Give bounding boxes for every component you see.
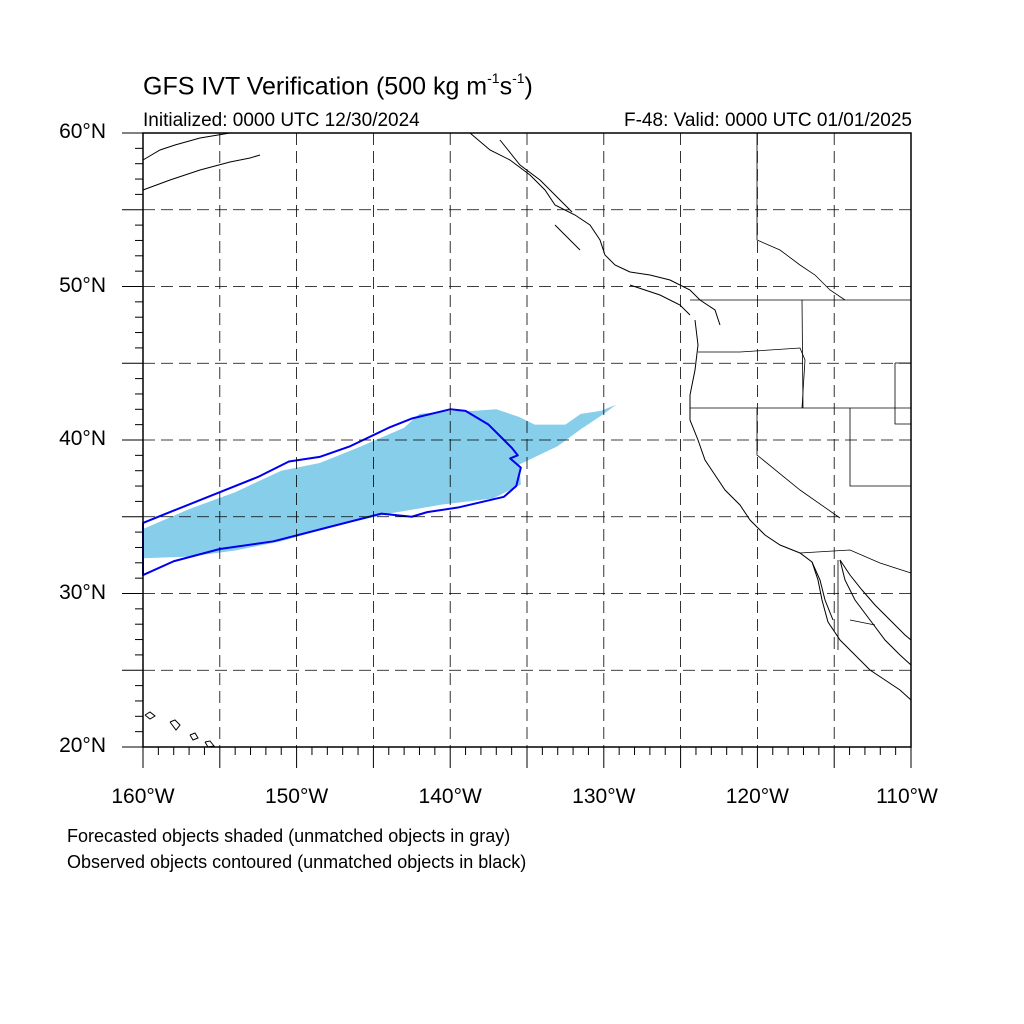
longitude-label: 110°W xyxy=(876,785,938,808)
political-border xyxy=(894,363,911,425)
coastline-segment xyxy=(204,740,215,748)
title-close-paren: ) xyxy=(524,72,533,101)
political-border xyxy=(849,619,876,626)
coastline-segment xyxy=(189,732,199,741)
map-frame xyxy=(142,132,912,748)
latitude-label: 30°N xyxy=(59,580,106,604)
coastline-segment xyxy=(554,224,581,251)
footnote-forecast: Forecasted objects shaded (unmatched obj… xyxy=(67,826,511,846)
coastline-segment xyxy=(142,154,261,191)
coastline-segment xyxy=(839,559,912,641)
coastline-segment xyxy=(469,132,631,273)
coastline-segment xyxy=(499,139,573,213)
coastline-segment xyxy=(144,711,156,720)
coastline-segment xyxy=(689,319,834,621)
valid-time: F-48: Valid: 0000 UTC 01/01/2025 xyxy=(624,110,912,131)
map-title: GFS IVT Verification (500 kg m-1s-1) xyxy=(143,70,533,101)
longitude-label: 130°W xyxy=(572,785,636,808)
longitude-label: 140°W xyxy=(418,785,482,808)
title-exponent-2: -1 xyxy=(512,70,525,86)
latitude-label: 50°N xyxy=(59,273,106,297)
latitude-label: 40°N xyxy=(59,427,106,450)
political-border xyxy=(756,408,841,519)
political-border xyxy=(849,408,911,487)
forecast-object-shading xyxy=(143,404,617,559)
longitude-label: 160°W xyxy=(111,785,175,808)
coastlines xyxy=(142,132,912,748)
footnote-observed: Observed objects contoured (unmatched ob… xyxy=(67,852,527,872)
political-border xyxy=(801,299,804,409)
coastline-segment xyxy=(142,132,231,161)
coastline-segment xyxy=(839,559,912,666)
longitude-label: 120°W xyxy=(725,785,790,808)
longitude-label: 150°W xyxy=(264,785,329,808)
coastline-segment xyxy=(169,719,181,731)
political-border xyxy=(698,347,806,409)
latitude-label: 20°N xyxy=(59,734,106,757)
graticule xyxy=(142,132,912,748)
initialized-time: Initialized: 0000 UTC 12/30/2024 xyxy=(143,110,420,131)
axis-ticks xyxy=(122,132,912,768)
coastline-segment xyxy=(629,271,721,326)
latitude-label: 60°N xyxy=(59,120,106,143)
title-exponent-1: -1 xyxy=(487,70,500,86)
coastline-segment xyxy=(629,284,691,316)
title-unit-s: s xyxy=(499,72,513,101)
coastline-segment xyxy=(811,561,912,701)
political-border xyxy=(799,549,912,574)
title-text: GFS IVT Verification (500 kg m xyxy=(143,72,488,101)
observed-object-contour xyxy=(142,408,522,577)
objects-layer xyxy=(142,404,617,577)
political-border xyxy=(756,133,846,301)
